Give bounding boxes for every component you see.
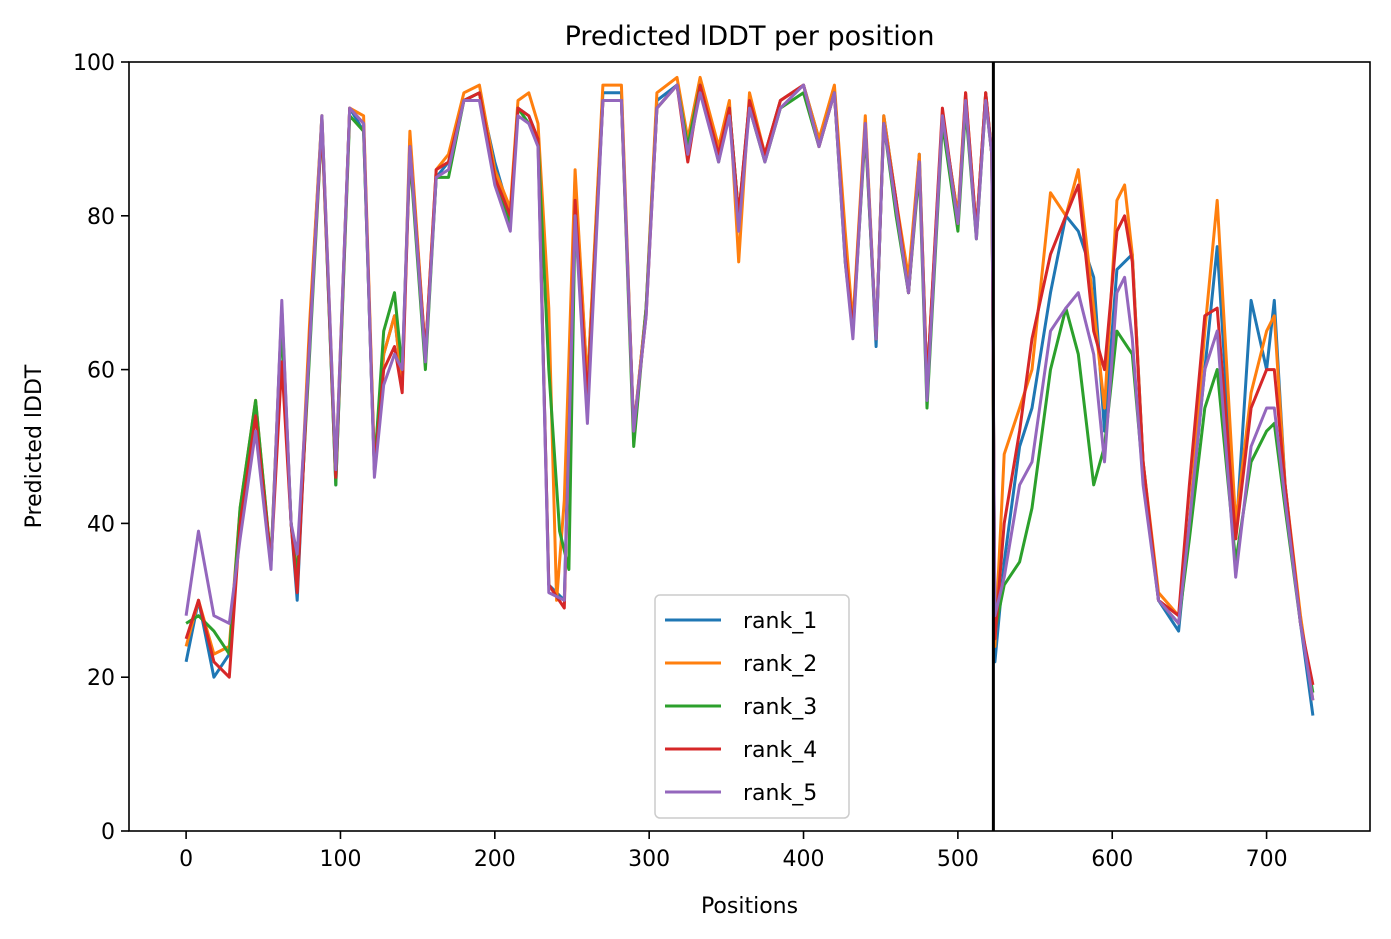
legend-label-rank_5: rank_5 (743, 781, 817, 806)
x-tick-label: 600 (1091, 847, 1133, 872)
y-axis-ticks: 0 20 40 60 80 100 (73, 51, 129, 845)
y-tick-label: 0 (101, 820, 115, 845)
x-tick-label: 400 (783, 847, 825, 872)
legend-label-rank_2: rank_2 (743, 652, 817, 677)
x-axis-label: Positions (701, 894, 798, 919)
y-tick-label: 20 (87, 666, 115, 691)
x-tick-label: 200 (474, 847, 516, 872)
legend: rank_1 rank_2 rank_3 rank_4 rank_5 (654, 594, 850, 819)
x-tick-label: 500 (937, 847, 979, 872)
legend-label-rank_3: rank_3 (743, 695, 817, 720)
legend-box (654, 594, 850, 819)
series-line-rank_5 (184, 83, 1315, 701)
x-tick-label: 100 (319, 847, 361, 872)
y-tick-label: 100 (73, 51, 115, 76)
y-axis-label: Predicted lDDT (22, 364, 47, 528)
y-tick-label: 60 (87, 359, 115, 384)
legend-label-rank_1: rank_1 (743, 609, 817, 634)
legend-label-rank_4: rank_4 (743, 738, 817, 763)
y-tick-label: 40 (87, 512, 115, 537)
x-tick-label: 700 (1246, 847, 1288, 872)
plot-frame (128, 61, 1371, 832)
chart-title: Predicted lDDT per position (565, 21, 935, 52)
x-axis-ticks: 0 100 200 300 400 500 600 700 (179, 831, 1288, 872)
series-layer (184, 75, 1315, 716)
x-tick-label: 0 (179, 847, 193, 872)
x-tick-label: 300 (628, 847, 670, 872)
y-tick-label: 80 (87, 205, 115, 230)
